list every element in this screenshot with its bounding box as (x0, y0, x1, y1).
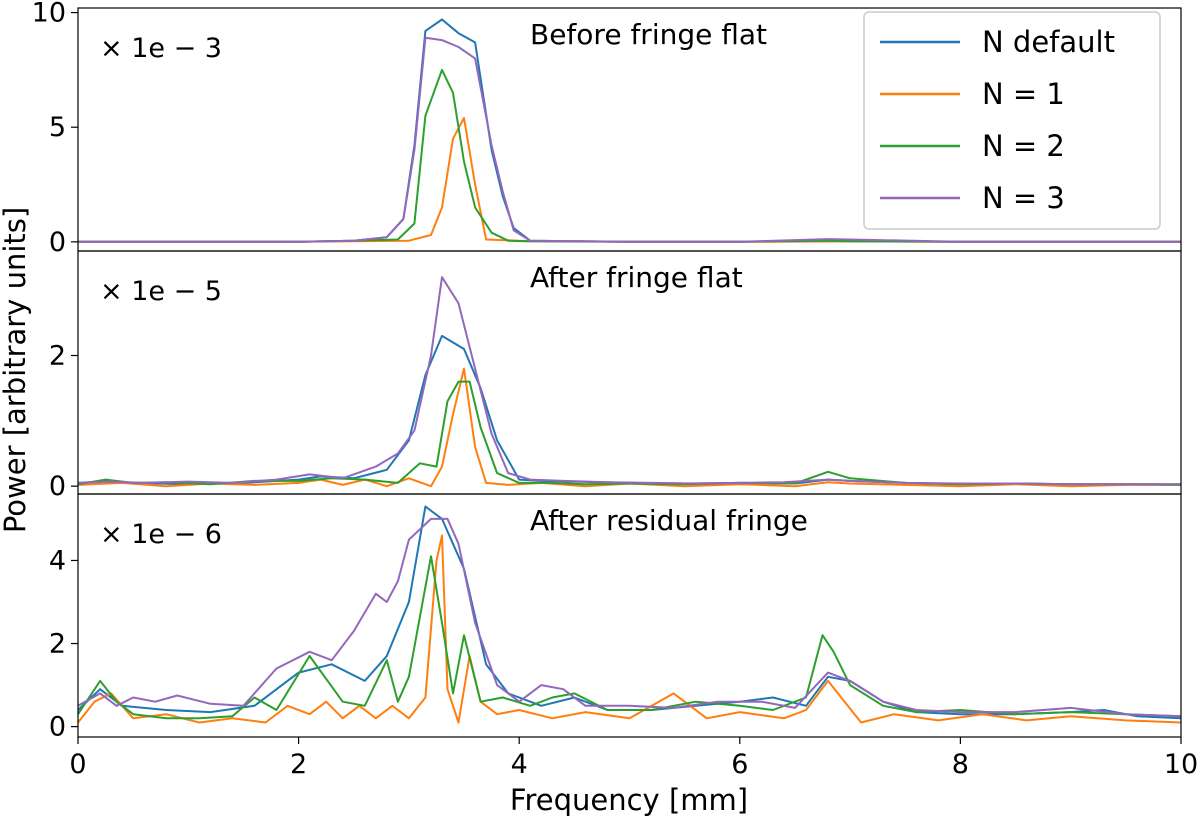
y-tick-label: 5 (49, 112, 66, 143)
legend-label-n-2: N = 2 (982, 129, 1065, 163)
legend-frame (863, 11, 1161, 230)
y-tick-label: 0 (49, 471, 66, 502)
y-tick-label: 2 (49, 341, 66, 372)
series-line-n-2-panel-2 (77, 380, 1182, 486)
x-tick-label: 8 (952, 749, 969, 780)
panel-3: 0 2 4 × 1e − 6 After residual fringe (49, 493, 1182, 743)
y-axis-label: Power [arbitrary units] (0, 207, 32, 533)
y-tick-label: 4 (49, 545, 66, 576)
series-line-n-default-panel-2 (77, 334, 1181, 486)
panel-title: After fringe flat (530, 261, 743, 294)
y-tick-label: 10 (32, 0, 66, 29)
series-line-n-3-panel-3 (77, 517, 1182, 718)
y-tick-label: 0 (49, 712, 66, 743)
panels-layer: 0 5 10 × 1e − 3 Before fringe flat 0 2 × 1e − 5… (32, 0, 1199, 780)
legend-label-n-default: N default (982, 25, 1115, 59)
series-line-n-default-panel-3 (77, 505, 1182, 720)
legend-label-n-3: N = 3 (982, 181, 1065, 215)
x-tick-label: 6 (731, 749, 748, 780)
panel-frame (77, 493, 1182, 738)
series-line-n-2-panel-1 (78, 68, 1181, 243)
x-tick-label: 0 (69, 749, 86, 780)
x-tick-label: 4 (511, 749, 528, 780)
panel-1: 0 5 10 × 1e − 3 Before fringe flat (32, 0, 1182, 258)
legend-label-n-1: N = 1 (982, 77, 1065, 111)
x-tick-label: 10 (1164, 749, 1198, 780)
y-tick-label: 0 (49, 227, 66, 258)
panel-2: 0 2 × 1e − 5 After fringe flat (49, 250, 1182, 502)
panel-scale-label: × 1e − 6 (100, 519, 222, 550)
series-line-n-3-panel-2 (77, 276, 1181, 486)
legend: N default N = 1 N = 2 N = 3 (863, 11, 1161, 230)
panel-title: After residual fringe (530, 504, 808, 537)
y-tick-label: 2 (49, 629, 66, 660)
series-line-n-1-panel-2 (77, 367, 1181, 488)
panel-scale-label: × 1e − 5 (100, 276, 222, 307)
x-tick-label: 2 (290, 749, 307, 780)
series-line-n-1-panel-3 (77, 534, 1182, 724)
panel-title: Before fringe flat (530, 18, 767, 51)
series-line-n-3-panel-1 (78, 36, 1181, 243)
x-axis-label: Frequency [mm] (510, 783, 748, 817)
series-line-n-2-panel-3 (77, 555, 1182, 720)
panel-scale-label: × 1e − 3 (100, 33, 222, 64)
